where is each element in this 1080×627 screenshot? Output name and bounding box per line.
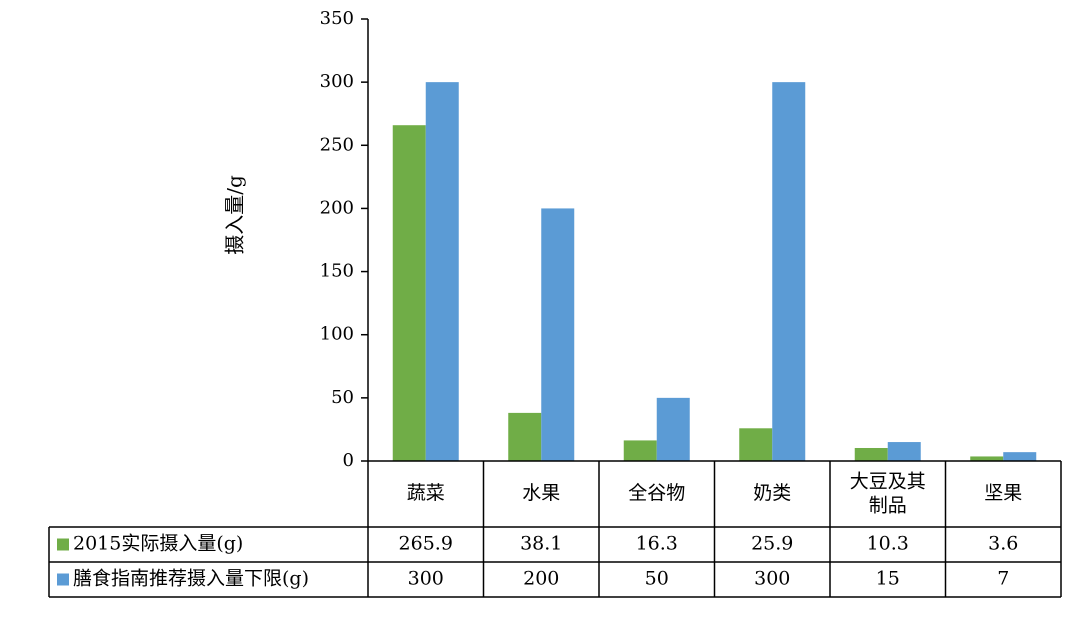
table-value: 15 bbox=[876, 568, 900, 590]
y-tick-label: 150 bbox=[320, 261, 354, 282]
bar-recommended bbox=[656, 397, 690, 461]
legend-swatch bbox=[57, 573, 69, 586]
bar-recommended bbox=[772, 82, 806, 462]
y-tick-label: 0 bbox=[343, 450, 354, 471]
category-label: 坚果 bbox=[984, 482, 1022, 504]
bar-actual bbox=[508, 412, 542, 461]
legend-swatch bbox=[57, 538, 69, 551]
bar-recommended bbox=[425, 82, 459, 462]
category-label: 全谷物 bbox=[628, 482, 685, 504]
bar-recommended bbox=[1003, 452, 1037, 461]
bar-actual bbox=[739, 428, 773, 461]
bar-actual bbox=[623, 440, 657, 461]
table-value: 265.9 bbox=[399, 533, 453, 555]
table-value: 38.1 bbox=[520, 533, 562, 555]
category-label: 奶类 bbox=[753, 482, 791, 504]
table-value: 3.6 bbox=[988, 533, 1018, 555]
y-axis-label: 摄入量/g bbox=[223, 175, 247, 255]
category-label: 大豆及其制品 bbox=[850, 471, 926, 517]
bar-actual bbox=[854, 447, 888, 461]
table-value: 300 bbox=[754, 568, 790, 590]
y-tick-label: 50 bbox=[331, 387, 354, 408]
bar-actual bbox=[970, 456, 1004, 461]
bar-recommended bbox=[541, 208, 575, 461]
table-value: 10.3 bbox=[867, 533, 909, 555]
y-tick-label: 200 bbox=[320, 197, 354, 218]
category-label: 蔬菜 bbox=[407, 482, 445, 504]
table-value: 50 bbox=[645, 568, 669, 590]
y-tick-label: 300 bbox=[320, 71, 354, 92]
table-value: 300 bbox=[408, 568, 444, 590]
bar-actual bbox=[392, 125, 426, 461]
table-value: 200 bbox=[523, 568, 559, 590]
table-value: 16.3 bbox=[636, 533, 678, 555]
category-label: 水果 bbox=[522, 482, 560, 504]
legend-label: 2015实际摄入量(g) bbox=[73, 533, 243, 555]
table-value: 7 bbox=[997, 568, 1009, 590]
y-tick-label: 250 bbox=[320, 134, 354, 155]
table-value: 25.9 bbox=[751, 533, 793, 555]
legend-label: 膳食指南推荐摄入量下限(g) bbox=[73, 568, 309, 590]
y-tick-label: 100 bbox=[320, 324, 354, 345]
bar-recommended bbox=[887, 442, 921, 461]
y-tick-label: 350 bbox=[320, 8, 354, 29]
